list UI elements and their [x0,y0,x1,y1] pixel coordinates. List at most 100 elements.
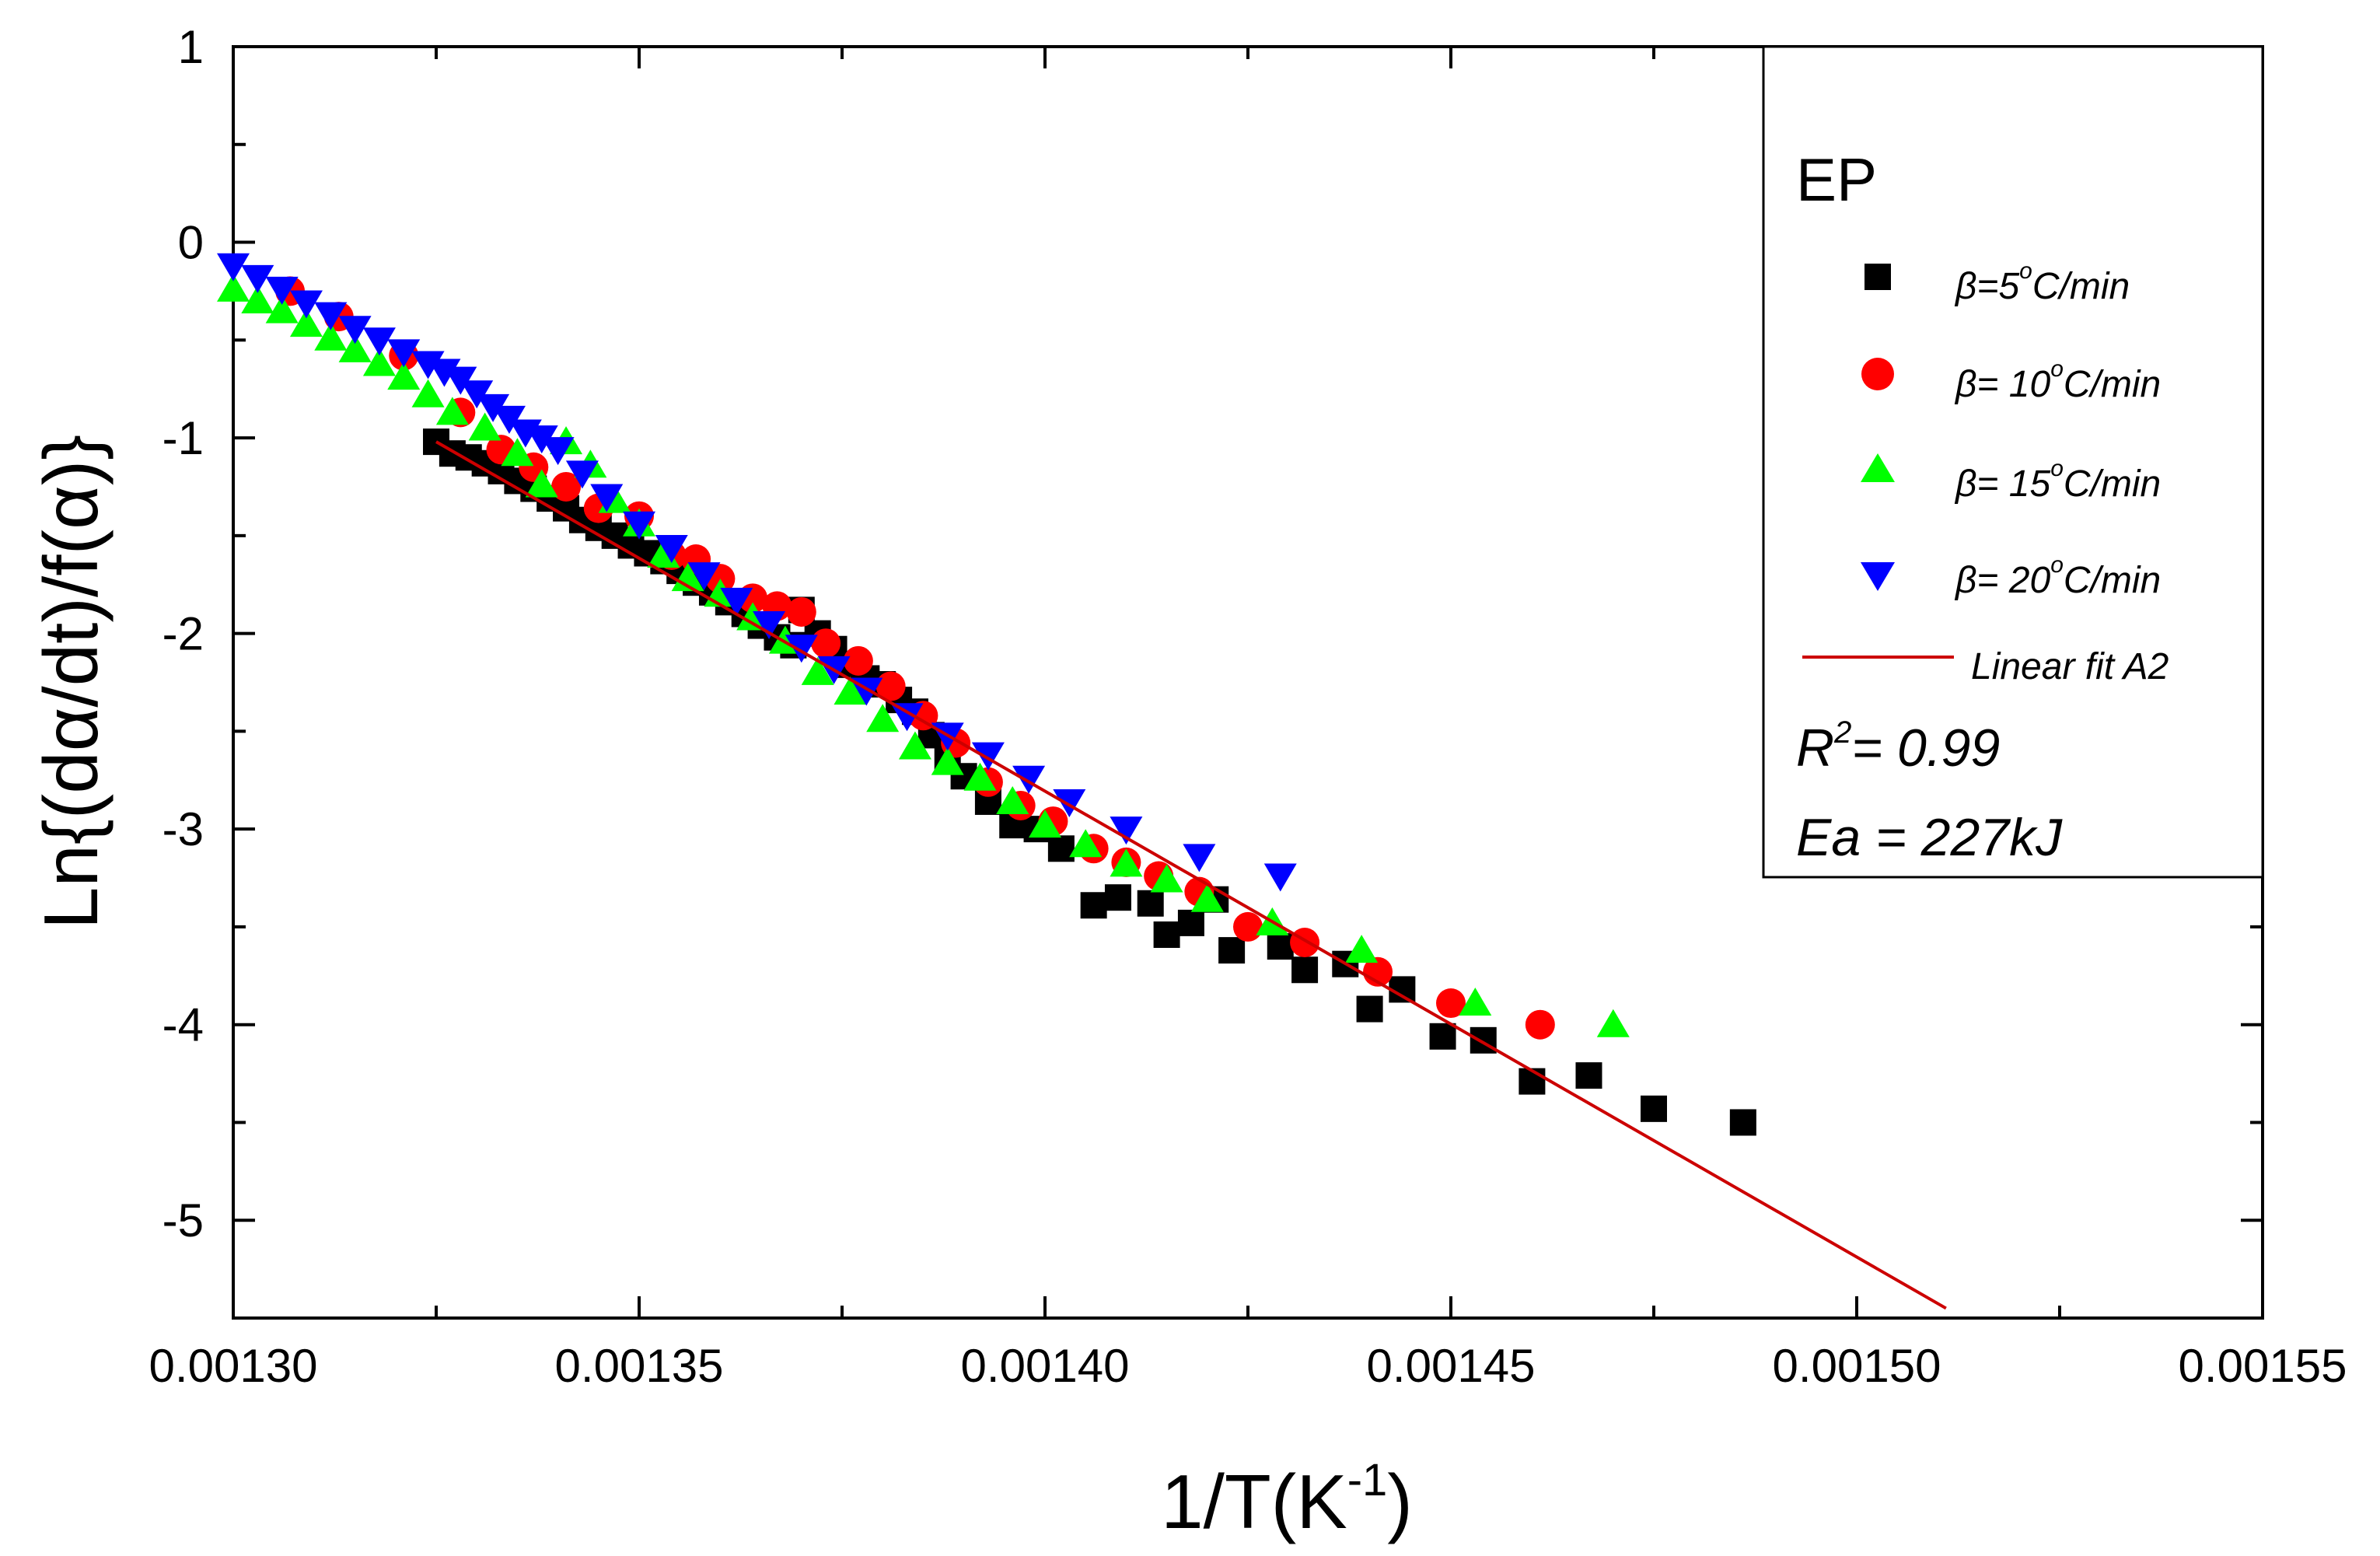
x-tick-label: 0.00150 [1773,1340,1941,1392]
series-layer [217,253,1756,1136]
data-point-triangle-up [1459,988,1492,1016]
legend-marker-square [1865,264,1891,290]
y-tick-label: -4 [163,999,204,1051]
data-point-triangle-down [565,460,599,489]
data-point-triangle-down [338,316,372,344]
data-point-triangle-down [241,264,274,293]
data-point-triangle-down [623,511,655,540]
data-point-triangle-down [971,742,1005,771]
data-point-triangle-up [338,334,372,362]
data-point-triangle-down [428,358,461,387]
data-point-triangle-up [362,348,396,376]
data-point-triangle-up [265,295,299,323]
data-point-triangle-up [468,412,502,441]
data-point-square [1047,835,1075,862]
data-point-triangle-up [671,563,704,592]
data-point-triangle-down [444,366,477,395]
data-point-circle [786,596,816,627]
y-tick-label: -1 [163,412,204,464]
data-point-triangle-down [687,562,721,591]
data-point-square [1080,892,1107,919]
x-tick-label: 0.00135 [555,1340,724,1392]
data-point-triangle-up [1029,809,1061,838]
data-point-triangle-up [931,747,964,775]
data-point-square [1519,1068,1546,1095]
data-point-circle [843,645,873,676]
data-point-triangle-down [890,703,924,732]
data-point-triangle-down [217,253,250,281]
data-point-triangle-up [241,285,274,313]
data-point-triangle-down [1053,788,1086,817]
y-tick-label: 1 [178,21,204,73]
legend-label-beta-20: β= 20oC/min [1954,552,2161,601]
data-point-triangle-up [314,322,348,351]
data-point-triangle-up [963,762,997,791]
data-point-triangle-down [460,380,494,409]
data-point-triangle-down [492,405,526,434]
data-point-triangle-down [289,290,323,319]
data-point-triangle-up [1596,1009,1630,1037]
data-point-triangle-up [387,362,421,390]
data-point-circle [1525,1009,1555,1040]
legend-label-beta-5: β=5oC/min [1954,258,2130,307]
data-point-triangle-up [435,397,469,425]
x-tick-label: 0.00130 [149,1340,318,1392]
data-point-triangle-down [525,425,558,454]
data-point-triangle-up [1190,883,1224,912]
data-point-circle [811,628,841,659]
data-point-square [1356,995,1383,1023]
data-point-triangle-up [411,379,445,407]
y-tick-labels: 1 0 -1 -2 -3 -4 -5 [163,21,204,1247]
data-point-square [1641,1095,1667,1122]
y-tick-label: -3 [163,803,204,855]
data-point-triangle-down [477,393,510,422]
data-point-triangle-up [289,309,323,337]
legend-label-linear-fit: Linear fit A2 [1971,646,2169,687]
data-point-triangle-down [411,351,445,379]
data-point-triangle-up [801,656,834,685]
data-point-triangle-down [590,484,624,512]
data-point-triangle-up [1150,864,1183,893]
r-squared-text: R2= 0.99 [1796,715,2000,778]
x-tick-label: 0.00155 [2179,1340,2347,1392]
data-point-square [1177,909,1204,936]
legend: EP β=5oC/min β= 10oC/min β= 15oC/min β= … [1762,45,2264,879]
data-point-triangle-up [1110,848,1143,877]
data-point-square [1575,1062,1602,1089]
x-tick-label: 0.00145 [1367,1340,1536,1392]
series-square [423,428,1756,1136]
data-point-circle [1233,911,1263,942]
data-point-circle [551,471,582,502]
y-tick-label: 0 [178,217,204,269]
data-point-square [1429,1023,1456,1050]
data-point-triangle-down [314,302,348,330]
legend-label-beta-10: β= 10oC/min [1954,356,2161,405]
data-point-circle [875,671,906,701]
data-point-square [1267,933,1294,960]
data-point-triangle-up [1345,935,1379,963]
data-point-triangle-down [265,276,299,305]
data-point-square [1291,956,1319,984]
data-point-triangle-up [996,785,1029,814]
x-axis-title: 1/T(K-1) [1161,1455,1413,1544]
data-point-triangle-down [1263,863,1297,892]
data-point-triangle-down [1183,844,1216,872]
data-point-square [1153,921,1180,948]
data-point-triangle-up [525,469,558,498]
y-tick-label: -5 [163,1194,204,1247]
data-point-triangle-up [501,438,534,467]
legend-marker-triangle-down [1861,562,1895,591]
linear-fit-line [435,440,1947,1310]
data-point-triangle-up [898,731,931,760]
x-tick-labels: 0.00130 0.00135 0.00140 0.00145 0.00150 0.001… [149,1340,2347,1392]
data-point-triangle-down [541,437,575,466]
legend-label-beta-15: β= 15oC/min [1954,456,2161,505]
data-point-triangle-up [866,704,900,733]
data-point-circle [1436,988,1466,1019]
data-point-triangle-down [720,587,753,616]
legend-title: EP [1796,145,1877,214]
series-triangle-up [217,273,1630,1037]
legend-marker-triangle-up [1861,453,1895,482]
data-point-triangle-down [1110,816,1143,845]
